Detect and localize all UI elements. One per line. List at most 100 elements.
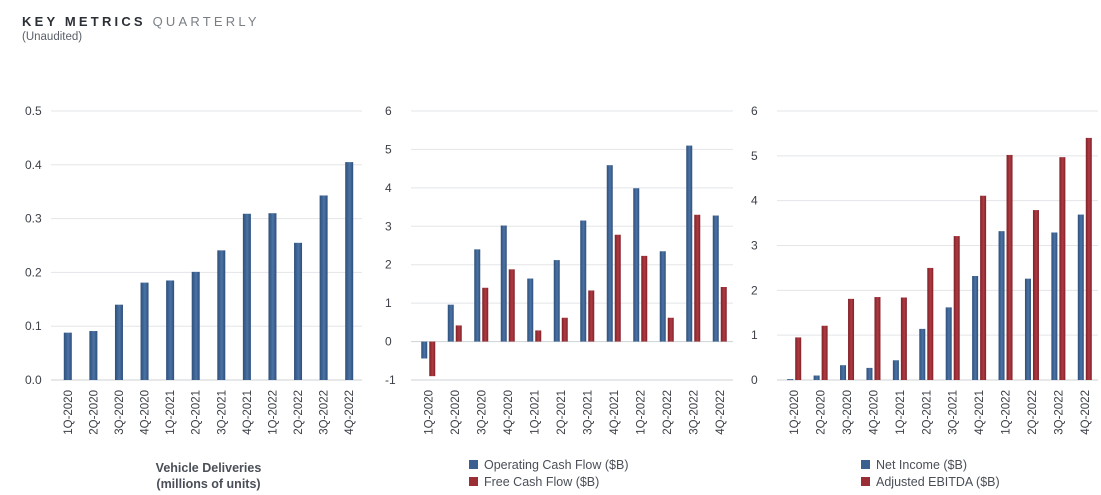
bar-deliveries-2Q-2021: [191, 271, 200, 380]
y-tick-label: 1: [751, 328, 758, 342]
page-title: KEY METRICS QUARTERLY: [22, 14, 260, 29]
bar-free-3Q-2020: [482, 287, 489, 342]
x-tick-label: 2Q-2022: [293, 390, 305, 435]
x-axis-label: Vehicle Deliveries: [156, 461, 262, 475]
bar-operating-4Q-2022: [712, 215, 719, 342]
x-tick-label: 4Q-2021: [242, 390, 254, 435]
bar-free-2Q-2020: [455, 325, 462, 342]
y-tick-label: 6: [751, 104, 758, 118]
bar-free-4Q-2021: [614, 234, 621, 342]
x-tick-label: 4Q-2022: [715, 390, 727, 435]
chart-panel-1: 0.0 0.1 0.2 0.3 0.4 0.5 1Q-2020 2Q-2020 3Q-2020 4…: [25, 104, 362, 491]
bar-deliveries-4Q-2021: [242, 213, 251, 380]
y-tick-label: 0.2: [25, 265, 42, 279]
x-tick-label: 1Q-2020: [423, 390, 435, 435]
bar-free-2Q-2021: [561, 317, 568, 342]
y-tick-label: 0.5: [25, 104, 42, 118]
bar-adjusted-4Q-2021: [980, 195, 987, 380]
bar-adjusted-1Q-2022: [1006, 154, 1013, 380]
legend-label: Adjusted EBITDA ($B): [876, 475, 1000, 489]
y-tick-label: 3: [385, 219, 392, 233]
x-tick-label: 1Q-2021: [895, 390, 907, 435]
x-tick-label: 2Q-2021: [921, 390, 933, 435]
y-tick-label: 5: [751, 149, 758, 163]
bar-deliveries-4Q-2022: [345, 162, 354, 380]
bar-net-2Q-2022: [1024, 278, 1031, 380]
bar-operating-1Q-2021: [527, 278, 534, 342]
bar-deliveries-4Q-2020: [140, 282, 149, 380]
bar-deliveries-1Q-2022: [268, 213, 277, 380]
bar-deliveries-2Q-2022: [294, 242, 303, 380]
bar-net-2Q-2020: [813, 375, 820, 380]
bar-deliveries-3Q-2020: [114, 304, 123, 380]
x-tick-label: 3Q-2022: [1053, 390, 1065, 435]
x-tick-label: 2Q-2022: [662, 390, 674, 435]
x-tick-label: 4Q-2020: [503, 390, 515, 435]
bar-adjusted-2Q-2020: [821, 325, 828, 380]
y-tick-label: 4: [751, 194, 758, 208]
x-tick-label: 1Q-2021: [529, 390, 541, 435]
bar-net-1Q-2022: [998, 231, 1005, 380]
x-tick-label: 2Q-2020: [816, 390, 828, 435]
bar-deliveries-1Q-2020: [63, 332, 72, 380]
bar-net-4Q-2020: [866, 367, 873, 380]
x-tick-label: 2Q-2022: [1027, 390, 1039, 435]
bar-net-4Q-2022: [1077, 214, 1084, 380]
bar-adjusted-2Q-2021: [927, 267, 934, 380]
x-tick-label: 1Q-2020: [63, 390, 75, 435]
bar-free-1Q-2022: [641, 255, 648, 342]
x-tick-label: 1Q-2021: [165, 390, 177, 435]
bar-operating-1Q-2020: [421, 341, 428, 359]
legend-swatch: [861, 477, 870, 486]
bar-adjusted-3Q-2022: [1059, 157, 1066, 380]
y-tick-label: 1: [385, 296, 392, 310]
bar-net-3Q-2022: [1051, 232, 1058, 380]
bar-adjusted-1Q-2020: [795, 337, 802, 380]
bar-free-3Q-2021: [588, 290, 595, 342]
x-tick-label: 3Q-2020: [476, 390, 488, 435]
y-tick-label: 0.1: [25, 319, 42, 333]
bar-net-1Q-2020: [787, 379, 794, 381]
x-tick-label: 3Q-2021: [216, 390, 228, 435]
x-tick-label: 2Q-2020: [88, 390, 100, 435]
bar-operating-2Q-2022: [659, 251, 666, 342]
bar-net-2Q-2021: [919, 328, 926, 380]
x-tick-label: 3Q-2020: [114, 390, 126, 435]
chart-panel-3: 0 1 2 3 4 5 6 1Q-2020 2Q-2020 3Q-2020 4Q-2020 1Q-20…: [751, 104, 1098, 489]
x-tick-label: 1Q-2022: [1001, 390, 1013, 435]
bar-operating-2Q-2021: [553, 260, 560, 342]
bar-net-3Q-2021: [945, 307, 952, 380]
legend-swatch: [469, 477, 478, 486]
bar-deliveries-3Q-2022: [319, 195, 328, 380]
bar-free-3Q-2022: [694, 214, 701, 342]
bar-adjusted-4Q-2022: [1085, 137, 1092, 380]
bar-free-4Q-2020: [508, 269, 515, 342]
x-tick-label: 4Q-2022: [344, 390, 356, 435]
y-tick-label: 3: [751, 239, 758, 253]
y-tick-label: 0.4: [25, 158, 42, 172]
x-tick-label: 2Q-2020: [450, 390, 462, 435]
bar-deliveries-1Q-2021: [166, 280, 175, 380]
legend-swatch: [469, 460, 478, 469]
y-tick-label: 5: [385, 142, 392, 156]
x-axis-label: (millions of units): [156, 477, 260, 491]
chart-panel-2: -1 0 1 2 3 4 5 6 1Q-2020 2Q-2020 3Q-2020 4Q-2020 1Q-…: [385, 104, 733, 489]
x-tick-label: 4Q-2021: [974, 390, 986, 435]
x-tick-label: 4Q-2020: [140, 390, 152, 435]
x-tick-label: 3Q-2022: [319, 390, 331, 435]
y-tick-label: 4: [385, 181, 392, 195]
x-tick-label: 1Q-2020: [789, 390, 801, 435]
x-tick-label: 3Q-2020: [842, 390, 854, 435]
page-subtitle: (Unaudited): [22, 31, 83, 43]
y-tick-label: 0: [751, 373, 758, 387]
bar-adjusted-4Q-2020: [874, 297, 881, 380]
bar-net-1Q-2021: [892, 360, 899, 380]
legend-label: Free Cash Flow ($B): [484, 475, 599, 489]
y-tick-label: 2: [385, 258, 392, 272]
title-light: QUARTERLY: [152, 14, 260, 29]
title-bold: KEY METRICS: [22, 14, 146, 29]
y-tick-label: 0.3: [25, 212, 42, 226]
bar-operating-1Q-2022: [633, 188, 640, 342]
bar-operating-3Q-2020: [474, 249, 481, 342]
